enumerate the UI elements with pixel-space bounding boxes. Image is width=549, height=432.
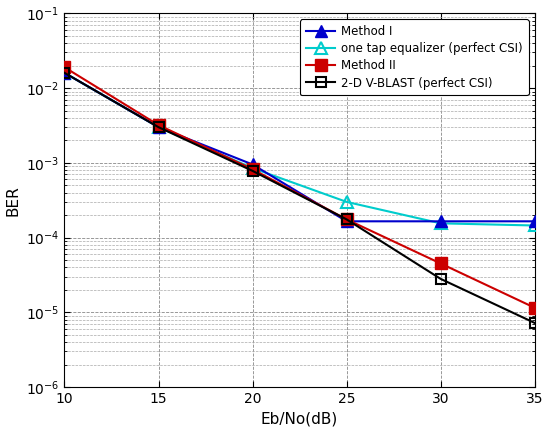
one tap equalizer (perfect CSI) bbox=[155, 124, 162, 130]
2-D V-BLAST (perfect CSI) bbox=[61, 70, 68, 76]
one tap equalizer (perfect CSI) bbox=[531, 223, 538, 228]
2-D V-BLAST (perfect CSI) bbox=[438, 276, 444, 282]
Line: one tap equalizer (perfect CSI): one tap equalizer (perfect CSI) bbox=[59, 67, 540, 231]
Method II bbox=[531, 305, 538, 310]
Method I bbox=[61, 70, 68, 76]
Method II bbox=[61, 65, 68, 70]
Method II bbox=[155, 123, 162, 128]
Line: Method II: Method II bbox=[59, 62, 540, 313]
Method II bbox=[343, 217, 350, 222]
Method I bbox=[531, 219, 538, 224]
one tap equalizer (perfect CSI) bbox=[343, 199, 350, 204]
Line: 2-D V-BLAST (perfect CSI): 2-D V-BLAST (perfect CSI) bbox=[60, 68, 540, 328]
2-D V-BLAST (perfect CSI) bbox=[343, 217, 350, 222]
Method I bbox=[343, 219, 350, 224]
Line: Method I: Method I bbox=[59, 67, 540, 227]
X-axis label: Eb/No(dB): Eb/No(dB) bbox=[261, 411, 338, 426]
one tap equalizer (perfect CSI) bbox=[61, 70, 68, 76]
Method II bbox=[249, 167, 256, 172]
Method I bbox=[249, 162, 256, 167]
one tap equalizer (perfect CSI) bbox=[438, 221, 444, 226]
one tap equalizer (perfect CSI) bbox=[249, 165, 256, 171]
2-D V-BLAST (perfect CSI) bbox=[155, 124, 162, 130]
Method I bbox=[155, 124, 162, 130]
Method I bbox=[438, 219, 444, 224]
Legend: Method I, one tap equalizer (perfect CSI), Method II, 2-D V-BLAST (perfect CSI): Method I, one tap equalizer (perfect CSI… bbox=[300, 19, 529, 95]
2-D V-BLAST (perfect CSI) bbox=[249, 168, 256, 174]
2-D V-BLAST (perfect CSI) bbox=[531, 321, 538, 326]
Method II bbox=[438, 261, 444, 266]
Y-axis label: BER: BER bbox=[5, 185, 20, 216]
